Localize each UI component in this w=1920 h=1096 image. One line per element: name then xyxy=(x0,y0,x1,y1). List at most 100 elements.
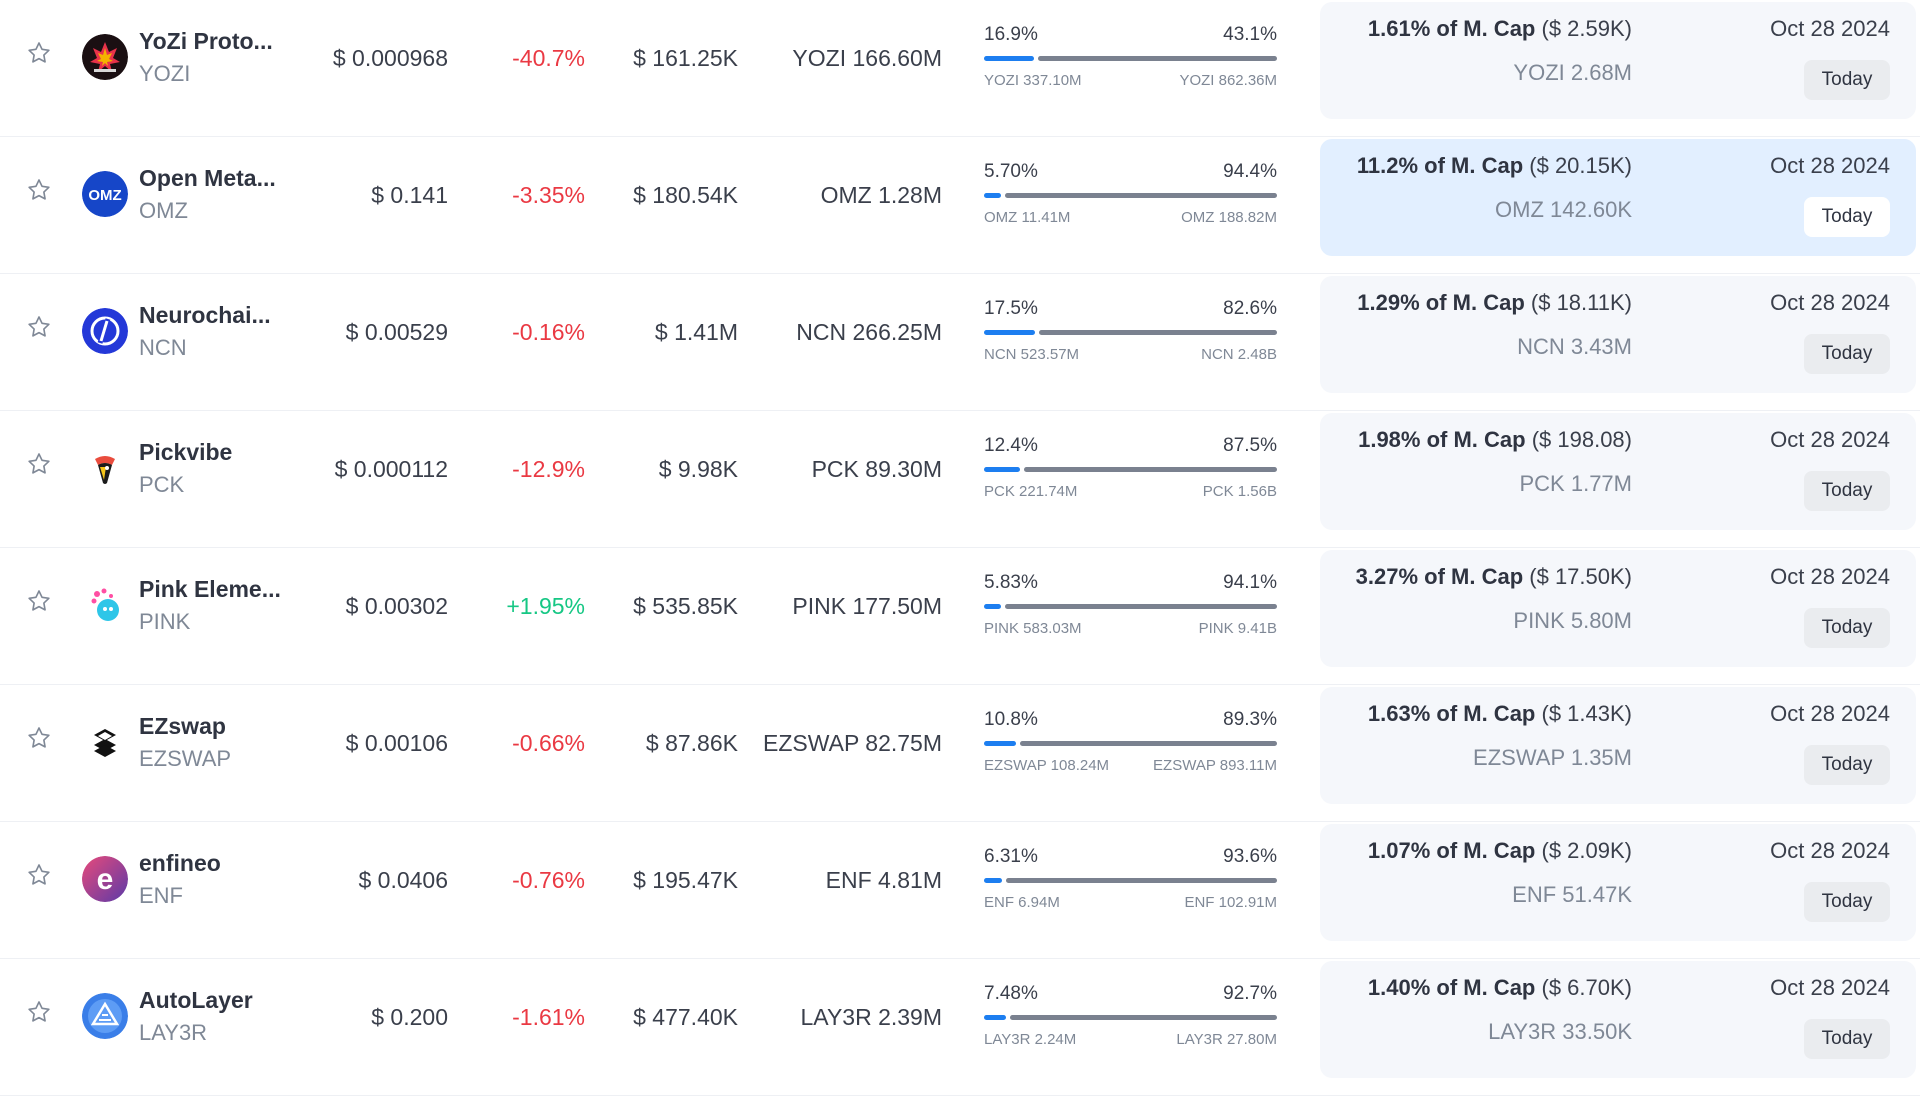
unlock-bar xyxy=(984,56,1277,61)
next-unlock-pct-value: 1.98% of M. Cap xyxy=(1358,427,1526,452)
coin-name[interactable]: EZswap xyxy=(139,713,226,739)
next-unlock-usd: ($ 17.50K) xyxy=(1529,564,1632,589)
next-unlock-percent: 3.27% of M. Cap ($ 17.50K) xyxy=(1356,564,1632,590)
unlocked-amount: LAY3R 2.24M xyxy=(984,1031,1077,1048)
unlocked-amount: EZSWAP 108.24M xyxy=(984,757,1110,774)
table-row-pck[interactable]: Pickvibe PCK $ 0.000112 -12.9% $ 9.98K P… xyxy=(0,411,1920,548)
next-unlock-date: Oct 28 2024 xyxy=(1770,427,1890,452)
coin-name[interactable]: YoZi Proto... xyxy=(139,28,273,54)
next-unlock-card[interactable]: 11.2% of M. Cap ($ 20.15K) OMZ 142.60K O… xyxy=(1320,139,1916,256)
circulating-supply: YOZI 166.60M xyxy=(792,45,942,71)
star-icon[interactable] xyxy=(26,177,52,203)
price-change: -3.35% xyxy=(512,182,585,208)
next-unlock-card[interactable]: 1.63% of M. Cap ($ 1.43K) EZSWAP 1.35M O… xyxy=(1320,687,1916,804)
ezswap-logo-icon xyxy=(82,719,128,765)
locked-percent: 94.1% xyxy=(1223,572,1277,593)
unlock-bar xyxy=(984,467,1277,472)
star-icon[interactable] xyxy=(26,999,52,1025)
star-icon[interactable] xyxy=(26,40,52,66)
coin-price: $ 0.141 xyxy=(371,182,448,208)
locked-bar-segment xyxy=(1005,604,1277,609)
next-unlock-card[interactable]: 3.27% of M. Cap ($ 17.50K) PINK 5.80M Oc… xyxy=(1320,550,1916,667)
table-row-enf[interactable]: e enfineo ENF $ 0.0406 -0.76% $ 195.47K … xyxy=(0,822,1920,959)
unlocked-percent: 17.5% xyxy=(984,298,1038,319)
today-badge: Today xyxy=(1804,60,1890,100)
locked-bar-segment xyxy=(1010,1015,1277,1020)
table-row-omz[interactable]: OMZ Open Meta... OMZ $ 0.141 -3.35% $ 18… xyxy=(0,137,1920,274)
next-unlock-card[interactable]: 1.40% of M. Cap ($ 6.70K) LAY3R 33.50K O… xyxy=(1320,961,1916,1078)
locked-amount: PCK 1.56B xyxy=(1202,483,1277,500)
circulating-supply: LAY3R 2.39M xyxy=(800,1004,942,1030)
unlock-bar xyxy=(984,604,1277,609)
circulating-supply: PCK 89.30M xyxy=(811,456,942,482)
next-unlock-pct-value: 3.27% of M. Cap xyxy=(1355,564,1524,589)
table-row-lay3r[interactable]: AutoLayer LAY3R $ 0.200 -1.61% $ 477.40K… xyxy=(0,959,1920,1096)
next-unlock-card[interactable]: 1.29% of M. Cap ($ 18.11K) NCN 3.43M Oct… xyxy=(1320,276,1916,393)
table-row-ezswap[interactable]: EZswap EZSWAP $ 0.00106 -0.66% $ 87.86K … xyxy=(0,685,1920,822)
next-unlock-percent: 1.61% of M. Cap ($ 2.59K) xyxy=(1368,16,1632,42)
unlock-progress: 16.9% 43.1% YOZI 337.10M YOZI 862.36M xyxy=(984,24,1277,114)
coin-symbol: YOZI xyxy=(139,61,191,86)
market-cap: $ 87.86K xyxy=(645,730,738,756)
pck-logo-icon xyxy=(82,445,128,491)
next-unlock-date: Oct 28 2024 xyxy=(1770,564,1890,589)
price-change: -1.61% xyxy=(512,1004,585,1030)
next-unlock-usd: ($ 2.59K) xyxy=(1541,16,1633,41)
next-unlock-card[interactable]: 1.61% of M. Cap ($ 2.59K) YOZI 2.68M Oct… xyxy=(1320,2,1916,119)
unlock-progress: 7.48% 92.7% LAY3R 2.24M LAY3R 27.80M xyxy=(984,983,1277,1073)
next-unlock-pct-value: 1.07% of M. Cap xyxy=(1367,838,1536,863)
star-icon[interactable] xyxy=(26,725,52,751)
locked-bar-segment xyxy=(1039,330,1277,335)
market-cap: $ 180.54K xyxy=(633,182,738,208)
today-badge: Today xyxy=(1804,197,1890,237)
circulating-supply: OMZ 1.28M xyxy=(820,182,942,208)
coin-name[interactable]: Pickvibe xyxy=(139,439,233,465)
price-change: -0.16% xyxy=(512,319,585,345)
coin-price: $ 0.200 xyxy=(371,1004,448,1030)
next-unlock-pct-value: 1.40% of M. Cap xyxy=(1367,975,1536,1000)
coin-price: $ 0.00302 xyxy=(345,593,448,619)
today-badge: Today xyxy=(1804,471,1890,511)
unlocked-bar-segment xyxy=(984,193,1001,198)
coin-name[interactable]: Open Meta... xyxy=(139,165,276,191)
star-icon[interactable] xyxy=(26,588,52,614)
price-change: -40.7% xyxy=(512,45,585,71)
unlock-bar xyxy=(984,193,1277,198)
table-row-pink[interactable]: Pink Eleme... PINK $ 0.00302 +1.95% $ 53… xyxy=(0,548,1920,685)
star-icon[interactable] xyxy=(26,862,52,888)
circulating-supply: PINK 177.50M xyxy=(792,593,942,619)
unlock-progress: 6.31% 93.6% ENF 6.94M ENF 102.91M xyxy=(984,846,1277,936)
next-unlock-amount: ENF 51.47K xyxy=(1512,882,1632,907)
circulating-supply: ENF 4.81M xyxy=(825,867,942,893)
coin-name[interactable]: enfineo xyxy=(139,850,221,876)
coin-price: $ 0.0406 xyxy=(358,867,448,893)
next-unlock-date: Oct 28 2024 xyxy=(1770,838,1890,863)
table-row-yozi[interactable]: YoZi Proto... YOZI $ 0.000968 -40.7% $ 1… xyxy=(0,0,1920,137)
unlocked-amount: ENF 6.94M xyxy=(984,894,1060,911)
locked-percent: 94.4% xyxy=(1223,161,1277,182)
next-unlock-pct-value: 1.63% of M. Cap xyxy=(1367,701,1536,726)
coin-name[interactable]: Neurochai... xyxy=(139,302,271,328)
table-row-ncn[interactable]: Neurochai... NCN $ 0.00529 -0.16% $ 1.41… xyxy=(0,274,1920,411)
unlocked-bar-segment xyxy=(984,1015,1006,1020)
next-unlock-usd: ($ 198.08) xyxy=(1531,427,1632,452)
unlock-progress: 17.5% 82.6% NCN 523.57M NCN 2.48B xyxy=(984,298,1277,388)
ncn-logo-icon xyxy=(82,308,128,354)
unlock-bar xyxy=(984,878,1277,883)
locked-amount: YOZI 862.36M xyxy=(1179,72,1277,89)
next-unlock-card[interactable]: 1.98% of M. Cap ($ 198.08) PCK 1.77M Oct… xyxy=(1320,413,1916,530)
star-icon[interactable] xyxy=(26,314,52,340)
unlocked-bar-segment xyxy=(984,878,1002,883)
coin-name[interactable]: Pink Eleme... xyxy=(139,576,281,602)
next-unlock-usd: ($ 6.70K) xyxy=(1541,975,1633,1000)
unlocked-bar-segment xyxy=(984,467,1020,472)
market-cap: $ 195.47K xyxy=(633,867,738,893)
next-unlock-amount: PCK 1.77M xyxy=(1519,471,1633,496)
next-unlock-card[interactable]: 1.07% of M. Cap ($ 2.09K) ENF 51.47K Oct… xyxy=(1320,824,1916,941)
today-badge: Today xyxy=(1804,882,1890,922)
star-icon[interactable] xyxy=(26,451,52,477)
coin-symbol: EZSWAP xyxy=(139,746,232,771)
next-unlock-usd: ($ 1.43K) xyxy=(1541,701,1633,726)
unlocked-amount: PCK 221.74M xyxy=(984,483,1078,500)
coin-name[interactable]: AutoLayer xyxy=(139,987,253,1013)
